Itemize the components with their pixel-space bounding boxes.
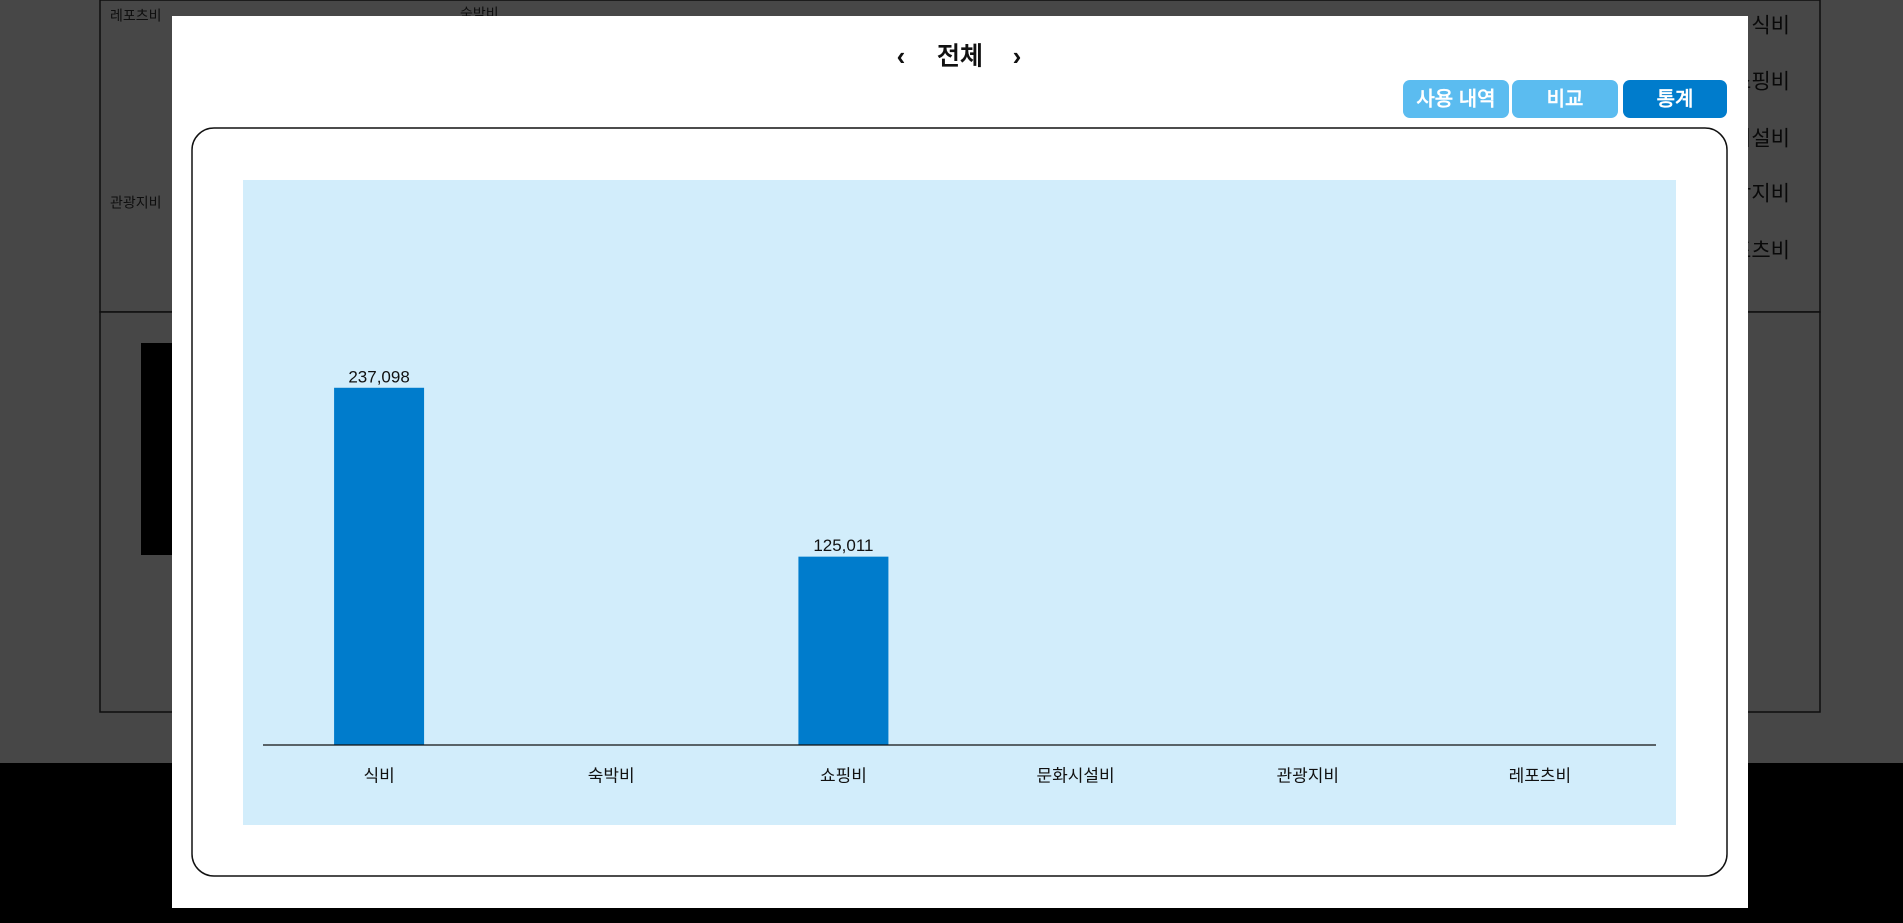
data-label: 125,011 (813, 536, 873, 555)
data-label: 237,098 (348, 367, 409, 386)
prev-arrow[interactable]: ‹ (897, 41, 906, 71)
tab-button[interactable] (1512, 80, 1618, 118)
x-tick-label: 식비 (363, 766, 394, 785)
chart: 식비 237,098 숙박비 쇼핑비 125,011 문화시설비 관광지비 레포츠비 (263, 367, 1656, 785)
tab-label[interactable]: 통계 (1657, 87, 1694, 110)
x-tick-label: 관광지비 (1276, 766, 1339, 785)
tab-button[interactable] (1403, 80, 1509, 118)
tab-label[interactable]: 사용 내역 (1416, 87, 1495, 110)
bar (798, 556, 889, 745)
x-tick-label: 숙박비 (588, 766, 635, 785)
x-tick-label: 문화시설비 (1036, 766, 1114, 785)
tab-button[interactable] (1623, 80, 1727, 118)
modal-title: 전체 (937, 43, 983, 71)
plot-background (243, 180, 1676, 825)
tab-group: 사용 내역 비교 통계 (1403, 80, 1727, 118)
x-tick-label: 레포츠비 (1509, 766, 1572, 785)
next-arrow[interactable]: › (1013, 41, 1022, 71)
bar (334, 387, 425, 745)
x-tick-label: 쇼핑비 (820, 766, 867, 785)
tab-label[interactable]: 비교 (1547, 87, 1584, 110)
